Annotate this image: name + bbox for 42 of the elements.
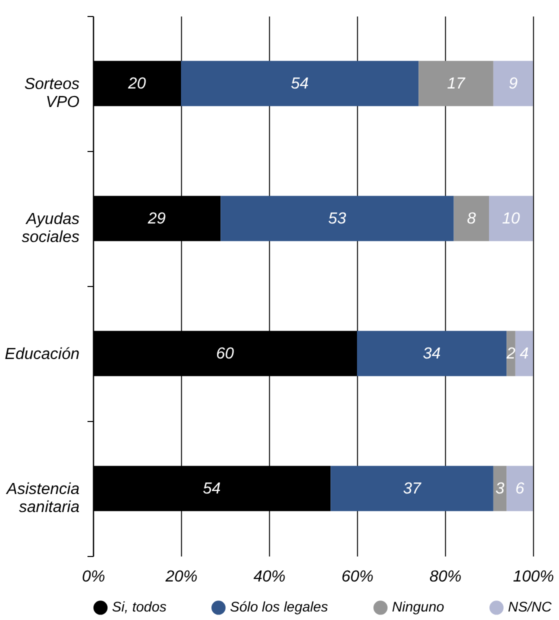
data-label: 53 (328, 210, 346, 228)
y-tick-label: Educación (4, 346, 80, 363)
bar (220, 196, 454, 242)
data-label: 9 (508, 76, 518, 92)
x-tick-label: 0% (82, 568, 106, 586)
bar (454, 196, 489, 242)
bar (506, 330, 516, 376)
y-tick-label: Sorteos VPO (24, 76, 80, 111)
data-label: 17 (447, 76, 466, 92)
x-tick-label: 100% (513, 568, 554, 586)
bar (418, 60, 494, 106)
x-tick-label: 20% (164, 568, 198, 586)
data-label: 37 (403, 480, 422, 498)
bar (493, 466, 507, 512)
bar (515, 330, 533, 376)
data-label: 3 (496, 480, 505, 498)
bar (506, 466, 533, 512)
x-tick-label: 60% (341, 568, 374, 586)
y-tick-label: Ayudas sociales (22, 211, 80, 246)
data-label: 2 (506, 346, 516, 362)
data-label: 20 (127, 76, 146, 92)
data-label: 4 (520, 346, 529, 362)
x-tick-label: 80% (429, 568, 462, 586)
bar (489, 196, 533, 242)
bar (181, 60, 419, 106)
bar (493, 60, 533, 106)
legend-label: Sólo los legales (230, 598, 328, 615)
y-tick-label: Asistencia sanitaria (6, 481, 80, 516)
data-label: 54 (290, 76, 309, 92)
data-label: 29 (146, 210, 166, 228)
data-label: 6 (515, 480, 524, 498)
legend-label: Si, todos (112, 598, 166, 615)
data-label: 8 (466, 210, 476, 228)
x-tick-label: 40% (253, 568, 286, 586)
data-label: 34 (422, 346, 441, 362)
bar (330, 466, 494, 512)
data-label: 10 (502, 210, 520, 228)
data-label: 54 (202, 480, 221, 498)
legend-label: Ninguno (392, 598, 444, 615)
bar (357, 330, 507, 376)
legend-label: NS/NC (508, 598, 552, 615)
data-label: 60 (216, 346, 234, 362)
